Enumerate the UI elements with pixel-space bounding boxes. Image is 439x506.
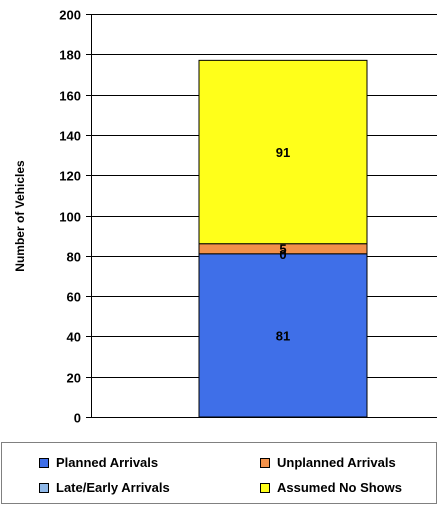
legend-swatch xyxy=(260,482,270,493)
y-tick-label: 40 xyxy=(67,330,81,345)
bar-segments xyxy=(198,59,368,418)
legend-item-planned-arrivals: Planned Arrivals xyxy=(39,455,158,470)
data-label-unplanned-arrivals: 5 xyxy=(279,242,286,257)
legend-label: Planned Arrivals xyxy=(56,455,159,470)
legend-item-assumed-no-shows: Assumed No Shows xyxy=(260,480,402,495)
y-tick-label: 200 xyxy=(59,8,81,23)
bar-segment-assumed-no-shows xyxy=(198,59,368,245)
legend-item-late-early-arrivals: Late/Early Arrivals xyxy=(39,480,170,495)
legend-swatch xyxy=(39,482,49,493)
y-tick-label: 140 xyxy=(59,129,81,144)
y-tick-label: 160 xyxy=(59,89,81,104)
legend-item-unplanned-arrivals: Unplanned Arrivals xyxy=(260,455,396,470)
legend: Planned Arrivals Unplanned Arrivals Late… xyxy=(1,442,437,504)
y-axis-title: Number of Vehicles xyxy=(13,160,27,272)
y-tick-label: 180 xyxy=(59,48,81,63)
legend-swatch xyxy=(39,457,49,468)
y-tick-label: 0 xyxy=(74,411,81,426)
y-tick-label: 80 xyxy=(67,250,81,265)
y-tick-label: 120 xyxy=(59,169,81,184)
data-label-late-early-arrivals: 0 xyxy=(279,247,286,262)
legend-label: Late/Early Arrivals xyxy=(56,480,170,495)
y-tick-label: 60 xyxy=(67,290,81,305)
legend-label: Unplanned Arrivals xyxy=(277,455,396,470)
data-label-assumed-no-shows: 91 xyxy=(276,145,290,160)
data-label-planned-arrivals: 81 xyxy=(276,328,290,343)
y-tick-label: 20 xyxy=(67,371,81,386)
legend-swatch xyxy=(260,457,270,468)
legend-label: Assumed No Shows xyxy=(277,480,402,495)
y-axis-ticks: 0 20 40 60 80 100 120 140 160 180 200 xyxy=(59,8,91,426)
data-labels: 81 05 91 xyxy=(276,145,290,343)
y-tick-label: 100 xyxy=(59,210,81,225)
